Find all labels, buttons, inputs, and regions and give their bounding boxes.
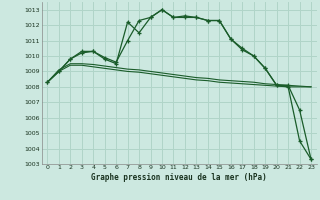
- X-axis label: Graphe pression niveau de la mer (hPa): Graphe pression niveau de la mer (hPa): [91, 173, 267, 182]
